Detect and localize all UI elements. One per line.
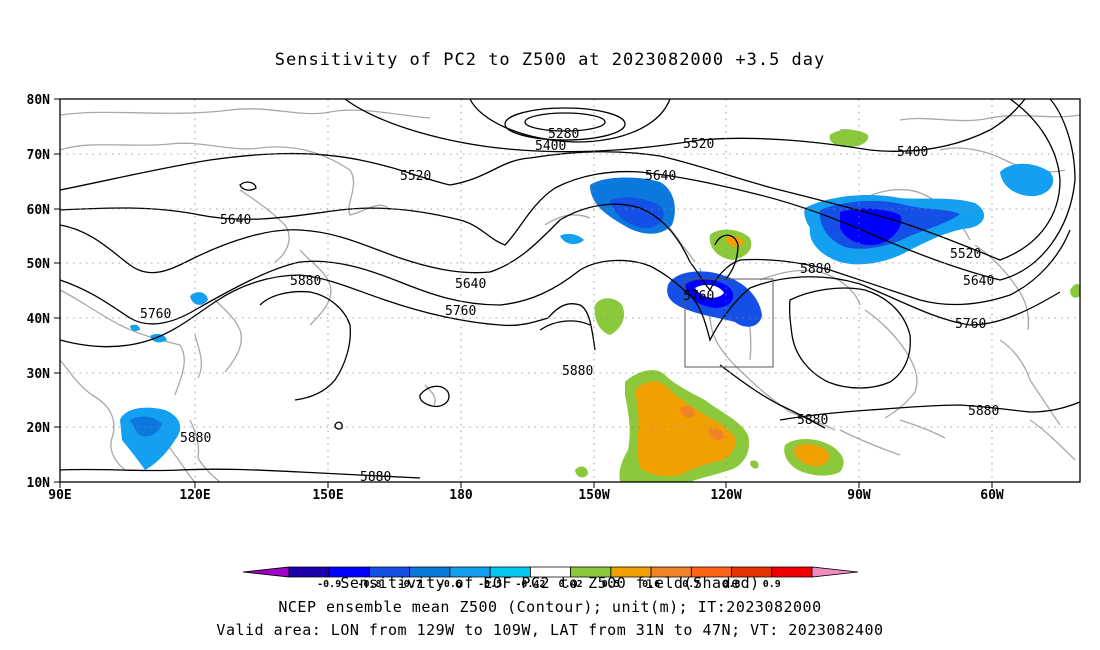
lat-label: 20N — [27, 421, 51, 436]
caption-contour: NCEP ensemble mean Z500 (Contour); unit(… — [278, 598, 822, 616]
colorbar — [242, 566, 859, 578]
lat-lon-grid — [60, 99, 1080, 482]
lat-label: 10N — [27, 476, 51, 491]
contour-label: 5880 — [797, 413, 828, 428]
contour-label: 5640 — [455, 277, 486, 292]
contour-label: 5640 — [645, 169, 676, 184]
contour-label: 5880 — [800, 262, 831, 277]
z500-contours — [59, 98, 1081, 479]
lat-label: 70N — [27, 148, 51, 163]
contour-label: 5880 — [180, 431, 211, 446]
lat-label: 50N — [27, 257, 51, 272]
contour-label: 5880 — [290, 274, 321, 289]
colorbar-tick-label: -0.42 — [515, 579, 545, 590]
contour-label: 5520 — [950, 247, 981, 262]
plot-area: 5280 5400 5520 5640 5400 5520 5640 5520 … — [59, 98, 1081, 485]
contour-label-group: 5280 5400 5520 5640 5400 5520 5640 5520 … — [140, 127, 999, 446]
contour-label: 5760 — [140, 307, 171, 322]
lat-label: 30N — [27, 367, 51, 382]
caption-shading: Sensitivity of EOF PC2 to Z500 field(Sha… — [340, 574, 760, 592]
colorbar-tick-label: 0.5 — [602, 579, 620, 590]
colorbar-labels: -0.9 -0.8 -0.7 -0.6 -0.5 -0.42 0.42 0.5 0.6 0.7 0.… — [317, 579, 781, 590]
colorbar-swatch — [811, 566, 859, 578]
lon-label: 120W — [710, 488, 741, 503]
caption-valid-area: Valid area: LON from 129W to 109W, LAT f… — [216, 621, 884, 639]
lon-label: 180 — [449, 488, 473, 503]
contour-label: 5640 — [220, 213, 251, 228]
contour-label: 5400 — [897, 145, 928, 160]
colorbar-tick-label: 0.8 — [722, 579, 740, 590]
contour-label: 5880 — [360, 470, 391, 485]
lon-label: 120E — [179, 488, 210, 503]
contour-label: 5280 — [548, 127, 579, 142]
lon-axis: 90E 120E 150E 180 150W 120W 90W 60W — [48, 488, 1004, 503]
lon-label: 150E — [312, 488, 343, 503]
contour-label: 5880 — [968, 404, 999, 419]
colorbar-tick-label: 0.42 — [559, 579, 583, 590]
contour-label: 5760 — [683, 289, 714, 304]
colorbar-tick-label: -0.5 — [478, 579, 502, 590]
colorbar-tick-label: 0.7 — [682, 579, 700, 590]
colorbar-tick-label: -0.6 — [438, 579, 462, 590]
lat-axis: 80N 70N 60N 50N 40N 30N 20N 10N — [27, 93, 51, 491]
lat-label: 60N — [27, 203, 51, 218]
lon-label: 60W — [980, 488, 1004, 503]
lat-label: 80N — [27, 93, 51, 108]
contour-label: 5520 — [400, 169, 431, 184]
colorbar-tick-label: 0.6 — [642, 579, 660, 590]
colorbar-tick-label: -0.7 — [398, 579, 422, 590]
colorbar-tick-label: -0.9 — [317, 579, 341, 590]
plot-title: Sensitivity of PC2 to Z500 at 2023082000… — [274, 50, 826, 70]
contour-label: 5640 — [963, 274, 994, 289]
lon-label: 150W — [578, 488, 609, 503]
sensitivity-shading — [120, 129, 1081, 482]
contour-label: 5760 — [445, 304, 476, 319]
colorbar-tick-label: 0.9 — [763, 579, 781, 590]
valid-area-box — [684, 278, 774, 368]
lon-label: 90W — [847, 488, 871, 503]
contour-label: 5520 — [683, 137, 714, 152]
contour-label: 5760 — [955, 317, 986, 332]
lon-label: 90E — [48, 488, 71, 503]
contour-label: 5400 — [535, 139, 566, 154]
lat-label: 40N — [27, 312, 51, 327]
contour-label: 5880 — [562, 364, 593, 379]
colorbar-tick-label: -0.8 — [357, 579, 381, 590]
